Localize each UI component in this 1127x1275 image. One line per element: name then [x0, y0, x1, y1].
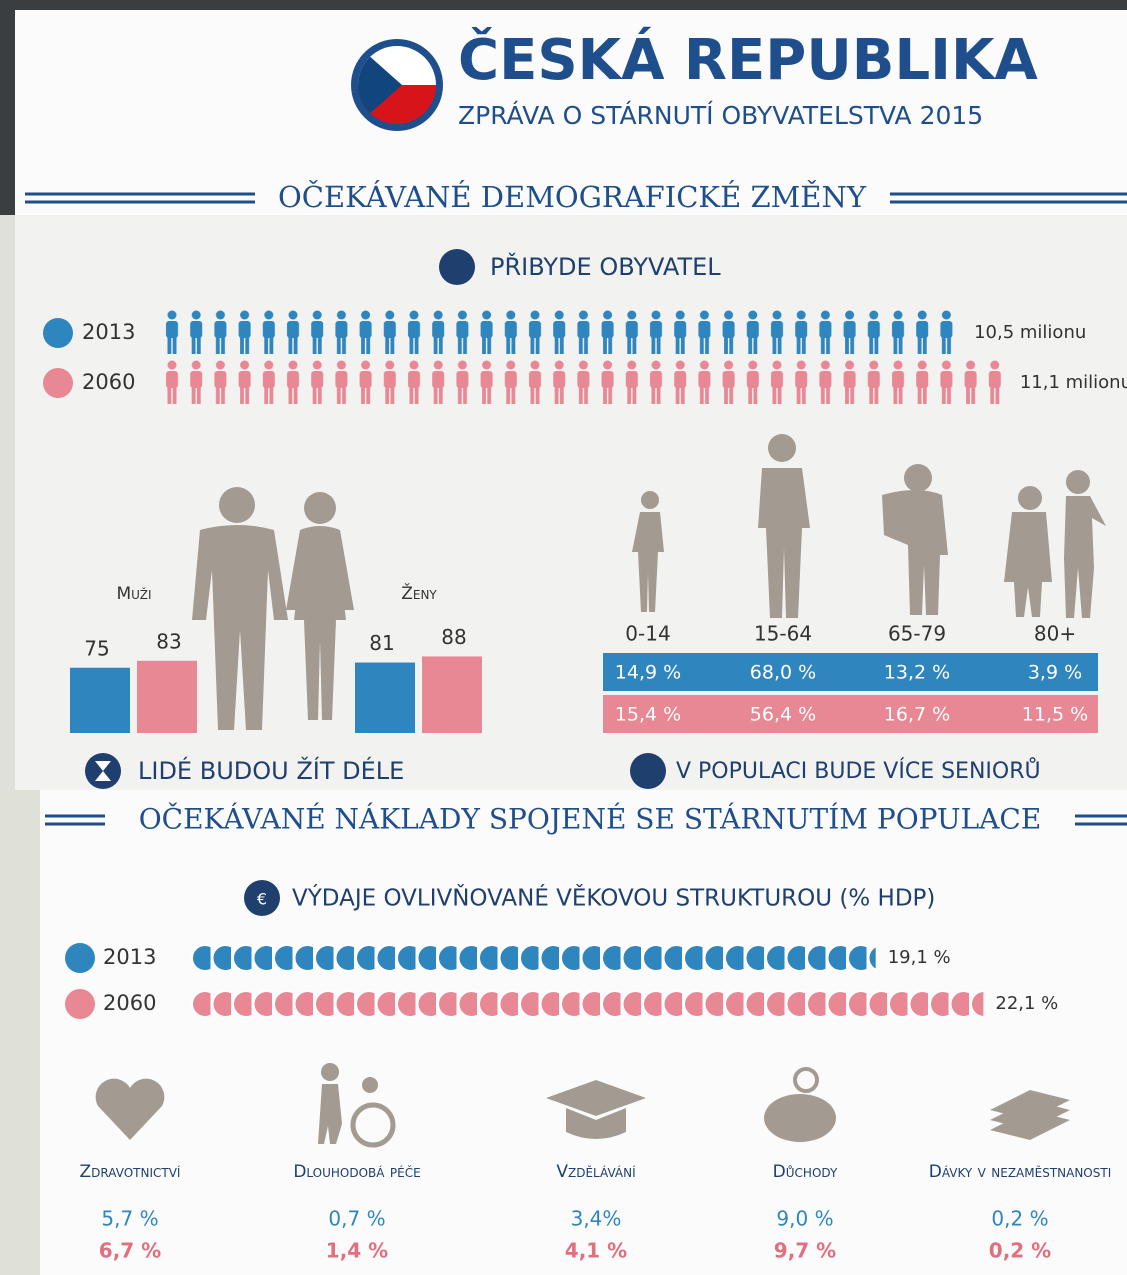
age-share: 11,5 %	[1022, 704, 1088, 726]
age-share: 13,2 %	[884, 662, 950, 684]
group-label: Muži	[117, 584, 152, 604]
legend-year: 2060	[82, 370, 135, 394]
section-heading: OČEKÁVANÉ NÁKLADY SPOJENÉ SE STÁRNUTÍM P…	[139, 802, 1042, 836]
category-value: 9,7 %	[774, 1239, 836, 1263]
population-icons	[160, 360, 1006, 406]
category-value: 1,4 %	[326, 1239, 388, 1263]
age-share: 15,4 %	[615, 704, 681, 726]
category-name: Zdravotnictví	[80, 1162, 181, 1182]
title: ČESKÁ REPUBLIKA	[458, 28, 1038, 93]
group-label: Ženy	[401, 582, 437, 604]
age-silhouettes	[632, 434, 1106, 618]
age-share: 56,4 %	[750, 704, 816, 726]
life-caption: LIDÉ BUDOU ŽÍT DÉLE	[138, 756, 404, 785]
age-group: 65-79	[888, 622, 946, 646]
subtitle: ZPRÁVA O STÁRNUTÍ OBYVATELSTVA 2015	[458, 101, 983, 130]
age-share: 14,9 %	[615, 662, 681, 684]
age-group: 15-64	[754, 622, 812, 646]
life-bar	[70, 667, 130, 733]
pie-icon	[630, 753, 666, 789]
population-title: PŘIBYDE OBYVATEL	[490, 252, 721, 281]
hourglass-glyph	[95, 761, 111, 781]
costs-panel	[40, 790, 1127, 1275]
hourglass-icon	[85, 753, 121, 789]
life-bar	[355, 662, 415, 733]
legend-dot	[65, 989, 95, 1019]
legend-year: 2013	[82, 320, 135, 344]
spending-coins	[190, 943, 876, 973]
legend-dot	[43, 318, 73, 348]
life-bar	[137, 660, 197, 733]
life-bar	[422, 656, 482, 733]
spending-coins	[190, 989, 984, 1019]
bar-value: 88	[441, 625, 466, 649]
population-label: 10,5 milionu	[974, 322, 1086, 343]
category-value: 9,0 %	[776, 1207, 833, 1231]
category-icons	[95, 1063, 1070, 1148]
category-value: 3,4%	[571, 1207, 622, 1231]
age-share: 3,9 %	[1028, 662, 1082, 684]
header-panel	[15, 10, 1127, 215]
legend-dot	[65, 943, 95, 973]
age-caption: V POPULACI BUDE VÍCE SENIORŮ	[676, 757, 1041, 784]
population-icons	[160, 310, 961, 356]
age-share: 16,7 %	[884, 704, 950, 726]
bar-value: 75	[84, 636, 109, 660]
flag-icon	[351, 39, 443, 131]
category-value: 5,7 %	[101, 1207, 158, 1231]
category-name: Vzdělávání	[556, 1162, 636, 1182]
spending-title: VÝDAJE OVLIVŇOVANÉ VĚKOVOU STRUKTUROU (%…	[292, 884, 935, 912]
category-value: 4,1 %	[565, 1239, 627, 1263]
category-value: 0,2 %	[991, 1207, 1048, 1231]
dynamic-layer: 2013 10,5 milionu 2060 11,1 milionu Muži 75 83…	[43, 310, 1127, 1263]
couple-silhouette	[192, 487, 354, 730]
age-share: 68,0 %	[750, 662, 816, 684]
age-group: 0-14	[625, 622, 670, 646]
legend-year: 2013	[103, 945, 156, 969]
age-group: 80+	[1034, 622, 1076, 646]
money-icon	[244, 880, 280, 916]
euro-glyph: €	[257, 890, 267, 909]
heading-rules	[25, 192, 1127, 826]
legend-year: 2060	[103, 991, 156, 1015]
bar-value: 83	[156, 629, 181, 653]
age-row	[603, 653, 1098, 691]
spending-label: 22,1 %	[995, 993, 1058, 1014]
age-row	[603, 695, 1098, 733]
category-name: Dlouhodobá péče	[293, 1162, 420, 1182]
category-value: 0,7 %	[328, 1207, 385, 1231]
people-icon	[439, 249, 475, 285]
category-name: Důchody	[773, 1162, 838, 1182]
category-name: Dávky v nezaměstnanosti	[929, 1162, 1112, 1182]
category-value: 6,7 %	[99, 1239, 161, 1263]
legend-dot	[43, 368, 73, 398]
category-value: 0,2 %	[989, 1239, 1051, 1263]
section-heading: OČEKÁVANÉ DEMOGRAFICKÉ ZMĚNY	[278, 179, 867, 214]
spending-label: 19,1 %	[888, 947, 951, 968]
bar-value: 81	[369, 631, 394, 655]
population-label: 11,1 milionu	[1020, 372, 1127, 393]
